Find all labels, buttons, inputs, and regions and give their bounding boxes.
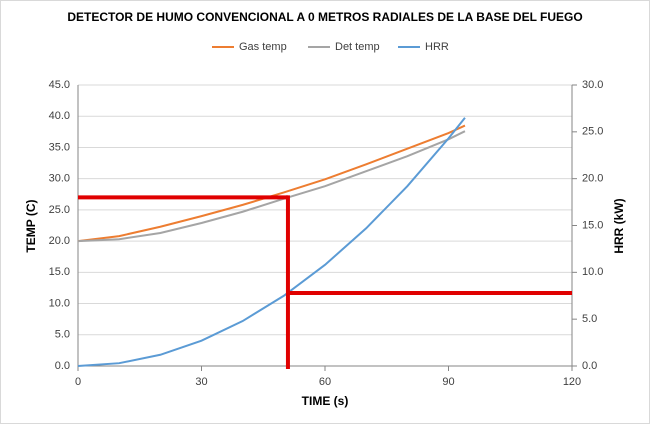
x-tick-label: 90 — [442, 376, 454, 388]
series-line — [77, 117, 466, 367]
y2-tick-label: 5.0 — [582, 313, 597, 325]
y2-tick-label: 30.0 — [582, 79, 603, 91]
legend-label: Gas temp — [239, 41, 287, 53]
y-tick-label: 45.0 — [49, 79, 70, 91]
y-tick-label: 30.0 — [49, 173, 70, 185]
y-tick-label: 25.0 — [49, 204, 70, 216]
x-tick-label: 0 — [75, 376, 81, 388]
y-tick-label: 35.0 — [49, 141, 70, 153]
x-tick-label: 120 — [563, 376, 581, 388]
x-axis-title: TIME (s) — [302, 394, 349, 408]
legend-label: HRR — [425, 41, 449, 53]
x-tick-label: 60 — [319, 376, 331, 388]
y-tick-label: 20.0 — [49, 235, 70, 247]
y-tick-label: 40.0 — [49, 110, 70, 122]
y2-tick-label: 10.0 — [582, 266, 603, 278]
y2-tick-label: 0.0 — [582, 360, 597, 372]
chart-title: DETECTOR DE HUMO CONVENCIONAL A 0 METROS… — [67, 10, 582, 24]
series-line — [77, 124, 466, 243]
x-tick-label: 30 — [195, 376, 207, 388]
y2-tick-label: 20.0 — [582, 173, 603, 185]
y2-tick-label: 15.0 — [582, 219, 603, 231]
y-tick-label: 15.0 — [49, 266, 70, 278]
legend-label: Det temp — [335, 41, 380, 53]
y2-axis-title: HRR (kW) — [612, 198, 626, 253]
y2-tick-label: 25.0 — [582, 126, 603, 138]
y-tick-label: 10.0 — [49, 297, 70, 309]
y-tick-label: 5.0 — [55, 329, 70, 341]
y-tick-label: 0.0 — [55, 360, 70, 372]
y-axis-title: TEMP (C) — [24, 199, 38, 252]
